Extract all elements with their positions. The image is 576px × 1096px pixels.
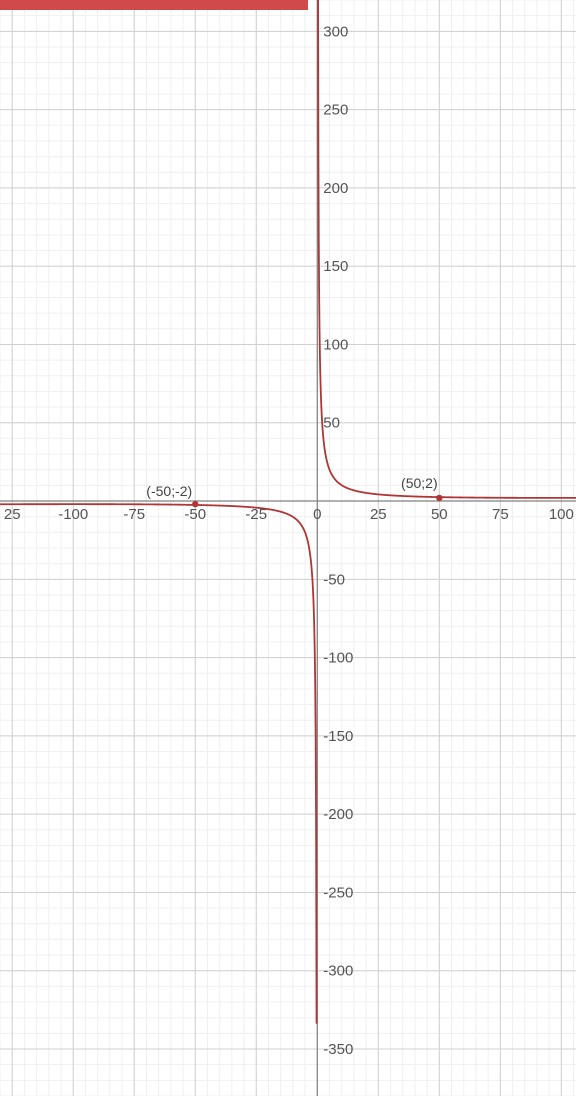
x-tick-label: 25	[370, 506, 387, 523]
point-label: (-50;-2)	[146, 483, 192, 499]
y-tick-label: 150	[323, 258, 348, 275]
x-tick-label: -100	[58, 506, 88, 523]
top-highlight-bar	[0, 0, 308, 10]
y-tick-label: 300	[323, 23, 348, 40]
y-tick-label: -250	[323, 884, 353, 901]
x-tick-label: -75	[123, 506, 145, 523]
plot-svg: 25-100-75-50-250255075100300250200150100…	[0, 0, 576, 1096]
y-tick-label: 100	[323, 336, 348, 353]
point-marker	[436, 495, 442, 501]
x-tick-label: 100	[549, 506, 574, 523]
y-tick-label: 250	[323, 102, 348, 119]
y-tick-label: -350	[323, 1041, 353, 1058]
x-tick-label: -50	[184, 506, 206, 523]
x-tick-label: 0	[313, 506, 321, 523]
function-plot: 25-100-75-50-250255075100300250200150100…	[0, 0, 576, 1096]
y-tick-label: 50	[323, 415, 340, 432]
x-tick-label: -25	[245, 506, 267, 523]
y-tick-label: 200	[323, 180, 348, 197]
y-tick-label: -150	[323, 728, 353, 745]
y-tick-label: -100	[323, 650, 353, 667]
point-marker	[192, 501, 198, 507]
x-tick-label: 25	[4, 506, 21, 523]
point-label: (50;2)	[401, 475, 438, 491]
y-tick-label: -300	[323, 963, 353, 980]
y-tick-label: -50	[323, 571, 345, 588]
x-tick-label: 75	[492, 506, 509, 523]
x-tick-label: 50	[431, 506, 448, 523]
y-tick-label: -200	[323, 806, 353, 823]
